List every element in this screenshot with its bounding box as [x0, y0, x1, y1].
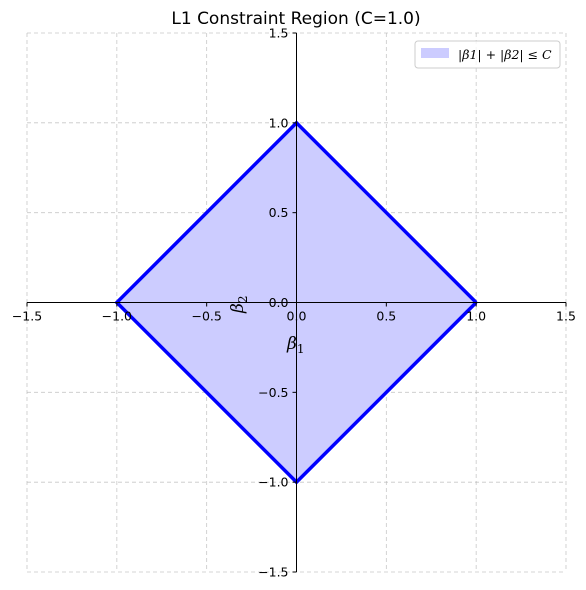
x-axis-label-symbol: β — [286, 334, 297, 354]
x-axis-label: β1 — [286, 334, 304, 356]
x-tick-label: 1.5 — [556, 309, 576, 324]
legend-swatch — [421, 48, 449, 58]
x-tick-label: −1.5 — [12, 309, 42, 324]
axes — [26, 32, 567, 573]
x-axis-label-subscript: 1 — [297, 342, 305, 356]
legend-label: |β1| + |β2| ≤ C — [458, 47, 552, 62]
x-tick-label: 1.0 — [466, 309, 486, 324]
y-axis-label: β2 — [228, 296, 250, 314]
y-tick-label: 0.0 — [269, 295, 289, 310]
y-tick-label: 0.5 — [269, 205, 289, 220]
y-tick-label: −0.5 — [258, 385, 288, 400]
chart-title: L1 Constraint Region (C=1.0) — [171, 9, 420, 29]
y-axis-label-symbol: β — [228, 303, 248, 314]
y-axis-label-subscript: 2 — [236, 296, 250, 304]
legend: |β1| + |β2| ≤ C — [414, 40, 561, 69]
x-tick-label: 0.5 — [376, 309, 396, 324]
y-tick-label: −1.0 — [258, 475, 288, 490]
legend-frame — [414, 40, 561, 69]
x-tick-label: 0.0 — [287, 309, 307, 324]
y-tick-label: −1.5 — [258, 565, 288, 580]
x-tick-label: −0.5 — [191, 309, 221, 324]
y-tick-label: 1.5 — [269, 26, 289, 41]
x-tick-label: −1.0 — [102, 309, 132, 324]
tick-labels: −1.5 −1.0 −0.5 0.0 0.5 1.0 1.5 −1.5 −1.0 −0.5 0.0 0… — [12, 26, 576, 580]
y-tick-label: 1.0 — [269, 115, 289, 130]
